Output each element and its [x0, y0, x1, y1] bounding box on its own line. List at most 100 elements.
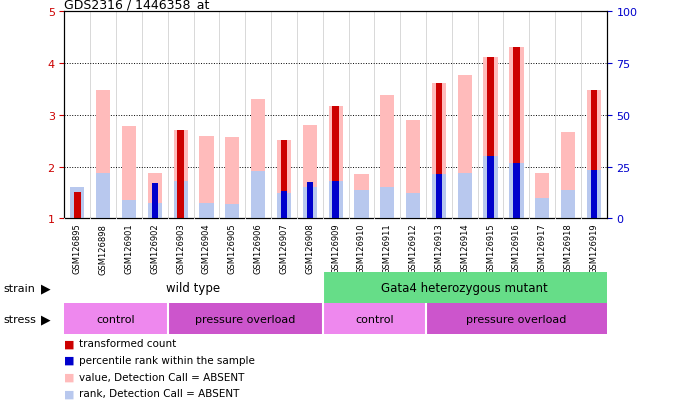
Bar	[591, 171, 597, 219]
Text: GSM126910: GSM126910	[357, 223, 366, 274]
Bar	[96, 173, 111, 219]
Text: percentile rank within the sample: percentile rank within the sample	[79, 355, 255, 365]
Bar	[122, 201, 136, 219]
Bar	[225, 204, 239, 219]
Bar	[323, 304, 426, 335]
Text: GSM126914: GSM126914	[460, 223, 469, 274]
Text: rank, Detection Call = ABSENT: rank, Detection Call = ABSENT	[79, 388, 240, 398]
Text: GSM126915: GSM126915	[486, 223, 495, 274]
Bar	[483, 157, 498, 219]
Bar	[483, 58, 498, 219]
Bar	[64, 304, 167, 335]
Text: GSM126908: GSM126908	[305, 223, 315, 274]
Bar	[251, 171, 265, 219]
Text: transformed count: transformed count	[79, 339, 176, 349]
Bar	[436, 83, 442, 219]
Bar	[509, 164, 523, 219]
Bar	[535, 198, 549, 219]
Text: GSM126917: GSM126917	[538, 223, 546, 274]
Bar	[586, 171, 601, 219]
Bar	[329, 106, 342, 219]
Bar	[148, 203, 162, 219]
Bar	[306, 183, 313, 219]
Bar	[591, 91, 597, 219]
Bar	[323, 273, 607, 304]
Bar	[71, 192, 85, 219]
Text: GSM126901: GSM126901	[125, 223, 134, 274]
Bar	[332, 106, 339, 219]
Bar	[432, 83, 446, 219]
Bar	[281, 192, 287, 219]
Text: GSM126906: GSM126906	[254, 223, 262, 274]
Text: pressure overload: pressure overload	[466, 314, 567, 324]
Bar	[277, 140, 291, 219]
Text: GSM126898: GSM126898	[99, 223, 108, 274]
Bar	[535, 173, 549, 219]
Bar	[513, 164, 519, 219]
Text: ■: ■	[64, 339, 75, 349]
Text: pressure overload: pressure overload	[195, 314, 296, 324]
Bar	[167, 304, 323, 335]
Text: wild type: wild type	[167, 282, 220, 294]
Bar	[436, 175, 442, 219]
Bar	[225, 138, 239, 219]
Text: GSM126895: GSM126895	[73, 223, 82, 274]
Text: Gata4 heterozygous mutant: Gata4 heterozygous mutant	[382, 282, 548, 294]
Text: value, Detection Call = ABSENT: value, Detection Call = ABSENT	[79, 372, 245, 382]
Bar	[174, 131, 188, 219]
Bar	[426, 304, 607, 335]
Bar	[277, 193, 291, 219]
Bar	[487, 58, 494, 219]
Text: GSM126909: GSM126909	[331, 223, 340, 274]
Bar	[71, 188, 85, 219]
Text: ■: ■	[64, 355, 75, 365]
Bar	[302, 188, 317, 219]
Text: GSM126919: GSM126919	[589, 223, 599, 274]
Bar	[380, 188, 395, 219]
Bar	[586, 91, 601, 219]
Text: GSM126903: GSM126903	[176, 223, 185, 274]
Text: GSM126912: GSM126912	[409, 223, 418, 274]
Bar	[487, 157, 494, 219]
Text: strain: strain	[3, 283, 35, 293]
Bar	[432, 175, 446, 219]
Text: ▶: ▶	[41, 282, 50, 294]
Text: GSM126904: GSM126904	[202, 223, 211, 274]
Text: ▶: ▶	[41, 313, 50, 325]
Text: GSM126916: GSM126916	[512, 223, 521, 274]
Bar	[406, 121, 420, 219]
Text: GSM126911: GSM126911	[383, 223, 392, 274]
Bar	[380, 96, 395, 219]
Bar	[509, 47, 523, 219]
Bar	[122, 127, 136, 219]
Text: ■: ■	[64, 372, 75, 382]
Text: GSM126902: GSM126902	[151, 223, 159, 274]
Bar	[561, 133, 575, 219]
Text: GDS2316 / 1446358_at: GDS2316 / 1446358_at	[64, 0, 210, 11]
Text: control: control	[97, 314, 136, 324]
Bar	[513, 47, 519, 219]
Text: GSM126918: GSM126918	[563, 223, 572, 274]
Bar	[406, 193, 420, 219]
Text: GSM126905: GSM126905	[228, 223, 237, 274]
Text: GSM126907: GSM126907	[279, 223, 288, 274]
Bar	[178, 131, 184, 219]
Bar	[302, 126, 317, 219]
Bar	[251, 100, 265, 219]
Text: GSM126913: GSM126913	[435, 223, 443, 274]
Bar	[199, 136, 214, 219]
Bar	[199, 203, 214, 219]
Bar	[96, 91, 111, 219]
Text: ■: ■	[64, 388, 75, 398]
Bar	[329, 182, 342, 219]
Bar	[281, 140, 287, 219]
Bar	[74, 192, 81, 219]
Bar	[148, 173, 162, 219]
Text: control: control	[355, 314, 394, 324]
Bar	[458, 76, 472, 219]
Bar	[152, 184, 158, 219]
Bar	[332, 182, 339, 219]
Bar	[458, 173, 472, 219]
Bar	[561, 190, 575, 219]
Bar	[355, 175, 369, 219]
